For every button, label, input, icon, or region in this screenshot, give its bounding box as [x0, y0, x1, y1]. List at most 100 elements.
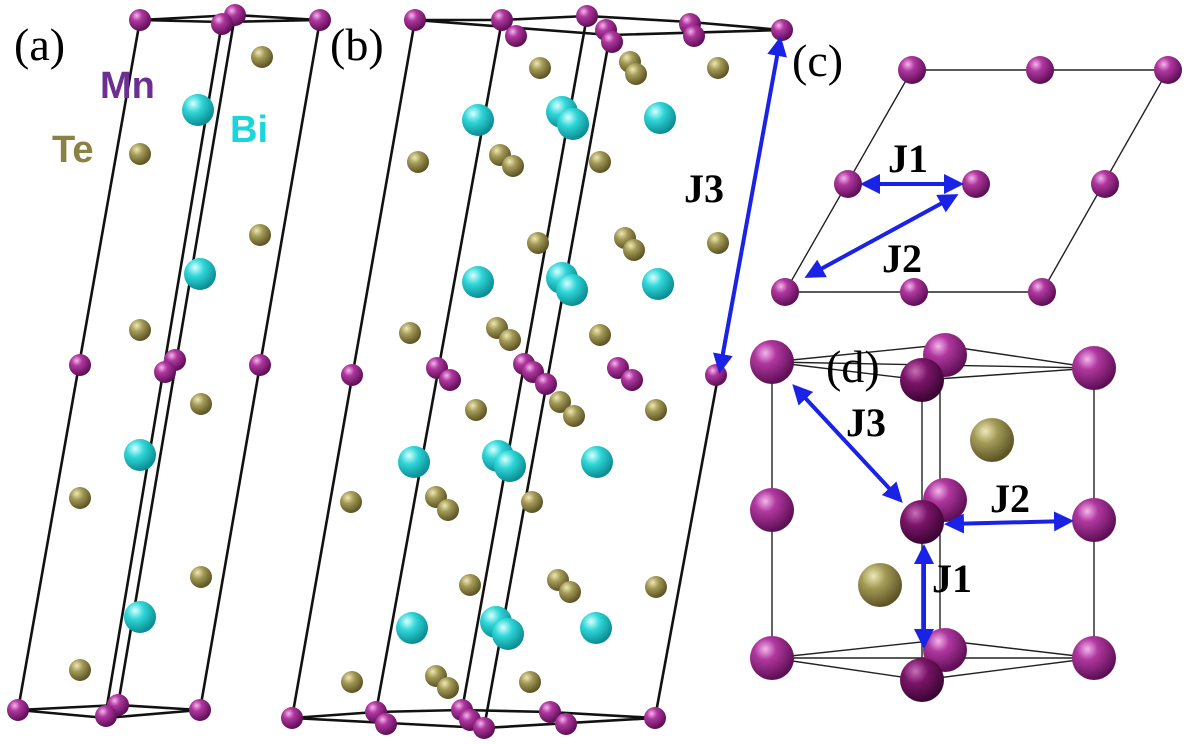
bi-atom: [581, 446, 613, 478]
mn-atom: [898, 56, 926, 84]
legend-mn: Mn: [100, 65, 155, 107]
mn-atom: [900, 658, 944, 702]
mn-atom: [491, 9, 513, 31]
te-atom: [249, 224, 271, 246]
te-atom: [407, 151, 429, 173]
mn-atom: [1028, 278, 1056, 306]
j1-label-c: J1: [888, 136, 928, 181]
mn-atom: [771, 19, 793, 41]
exchange-arrows: [713, 36, 1074, 649]
mn-atom: [923, 628, 967, 672]
te-atom: [69, 659, 91, 681]
j2-label-d: J2: [990, 476, 1030, 521]
bi-atom: [557, 108, 589, 140]
bi-atom: [182, 94, 214, 126]
mn-atom: [1072, 636, 1116, 680]
mn-atom: [1072, 346, 1116, 390]
mn-atom: [249, 354, 271, 376]
mn-atom: [1072, 498, 1116, 542]
te-atom: [589, 151, 611, 173]
j1-label-d: J1: [932, 556, 972, 601]
j2-arrow-c: [804, 194, 959, 278]
mn-atom: [750, 488, 794, 532]
te-atom: [625, 63, 647, 85]
j2-arrow-d: [944, 511, 1074, 534]
bi-atom: [462, 266, 494, 298]
mn-atom: [834, 170, 862, 198]
mn-atom: [621, 369, 643, 391]
mn-atom: [900, 278, 928, 306]
te-atom: [129, 143, 151, 165]
mn-atom: [900, 358, 944, 402]
mn-atom: [404, 9, 426, 31]
mn-atom: [189, 699, 211, 721]
bi-atom: [644, 102, 676, 134]
mn-atom: [69, 354, 91, 376]
j3-label-d: J3: [846, 400, 886, 445]
te-atom: [499, 329, 521, 351]
te-atom: [529, 57, 551, 79]
bi-atom: [124, 439, 156, 471]
bi-atom: [462, 104, 494, 136]
j3-label-b: J3: [684, 166, 724, 211]
bi-atom: [398, 446, 430, 478]
te-atom: [527, 232, 549, 254]
mn-atom: [750, 636, 794, 680]
mn-atom: [1026, 56, 1054, 84]
panel-label-d: (d): [826, 341, 880, 392]
te-atom: [549, 391, 571, 413]
mn-atom: [505, 25, 527, 47]
te-atom: [707, 232, 729, 254]
te-atom: [340, 491, 362, 513]
mn-atom: [962, 170, 990, 198]
panel-label-b: (b): [330, 19, 384, 70]
te-atom: [459, 574, 481, 596]
mn-atom: [341, 364, 363, 386]
j2-label-c: J2: [882, 236, 922, 281]
te-atom: [251, 46, 273, 68]
te-atom: [190, 566, 212, 588]
bi-atom: [494, 450, 526, 482]
mn-atom: [535, 373, 557, 395]
te-atom: [521, 491, 543, 513]
mn-atom: [555, 713, 577, 735]
j3-arrow-d: [792, 384, 903, 503]
te-atom: [645, 399, 667, 421]
te-atom: [399, 322, 421, 344]
mn-atom: [473, 717, 495, 739]
mn-atom: [771, 278, 799, 306]
mn-atom: [683, 25, 705, 47]
te-atom: [707, 57, 729, 79]
te-atom: [858, 563, 902, 607]
mn-atom: [7, 699, 29, 721]
bi-atom: [580, 612, 612, 644]
mn-atom: [750, 340, 794, 384]
te-atom: [465, 399, 487, 421]
bi-atom: [184, 258, 216, 290]
mn-atom: [601, 31, 623, 53]
panel-label-c: (c): [792, 35, 843, 86]
te-atom: [563, 405, 585, 427]
te-atom: [645, 576, 667, 598]
te-atom: [519, 671, 541, 693]
mn-atom: [900, 500, 944, 544]
te-atom: [437, 499, 459, 521]
te-atom: [129, 319, 151, 341]
te-atom: [341, 671, 363, 693]
te-atom: [437, 677, 459, 699]
mn-atom: [644, 707, 666, 729]
te-atom: [589, 324, 611, 346]
legend-bi: Bi: [230, 109, 268, 151]
te-atom: [559, 581, 581, 603]
panel-label-a: (a): [14, 19, 65, 70]
mn-atom: [1154, 56, 1182, 84]
mn-atom: [281, 707, 303, 729]
te-atom: [502, 155, 524, 177]
te-atom: [69, 487, 91, 509]
mn-atom: [154, 361, 176, 383]
mn-atom: [129, 9, 151, 31]
bi-atom: [396, 612, 428, 644]
bi-atom: [124, 601, 156, 633]
te-atom: [623, 239, 645, 261]
